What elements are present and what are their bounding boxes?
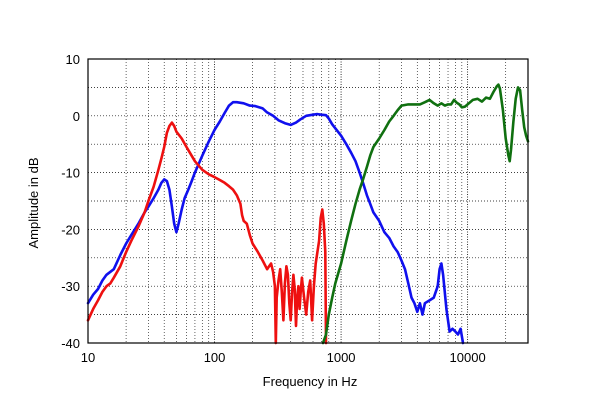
y-axis-title: Amplitude in dB [26, 157, 41, 248]
x-tick-label: 10 [81, 350, 95, 365]
y-axis-ticks: 10 0 -10 -20 -30 -40 [61, 52, 80, 351]
green-tweeter-curve [321, 83, 530, 345]
red-port-curve [86, 121, 328, 345]
plot-frame [87, 58, 529, 344]
series-layer [86, 83, 530, 345]
y-tick-label: 10 [66, 52, 80, 67]
x-tick-label: 1000 [327, 350, 356, 365]
y-tick-label: -20 [61, 222, 80, 237]
blue-woofer-curve [86, 100, 465, 345]
y-tick-label: -30 [61, 279, 80, 294]
y-tick-label: -10 [61, 166, 80, 181]
x-tick-label: 10000 [450, 350, 486, 365]
y-tick-label: -40 [61, 336, 80, 351]
x-axis-ticks: 10 100 1000 10000 [81, 350, 486, 365]
x-tick-label: 100 [204, 350, 226, 365]
x-axis-title: Frequency in Hz [263, 374, 358, 389]
y-tick-label: 0 [73, 109, 80, 124]
